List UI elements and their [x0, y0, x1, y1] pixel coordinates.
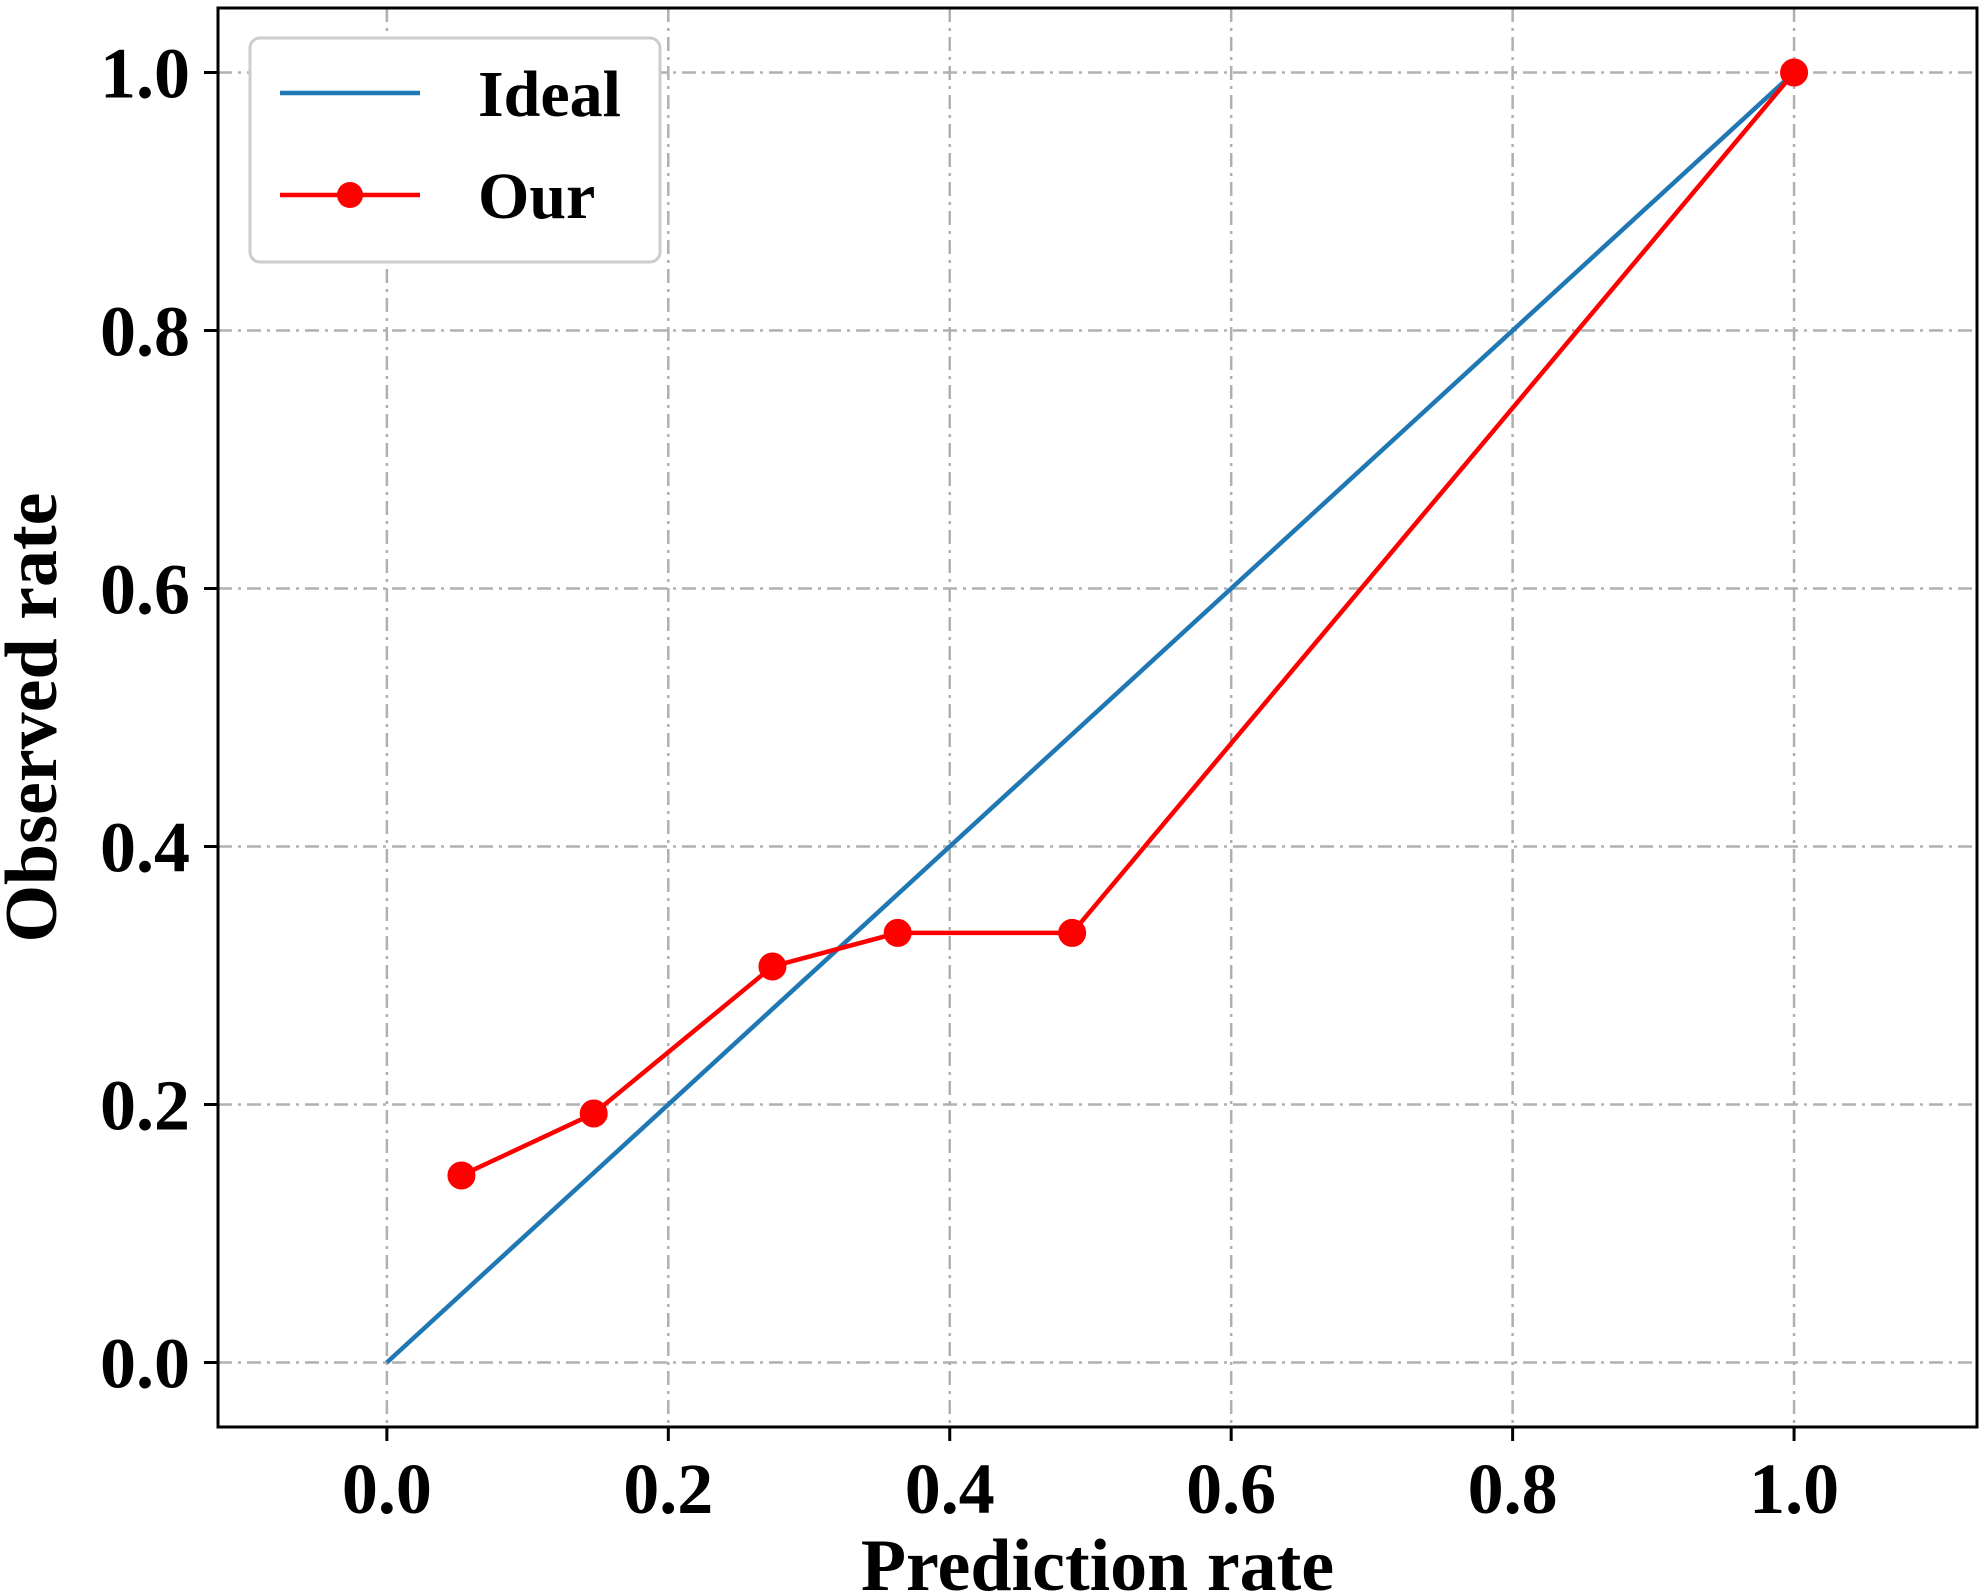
- legend-label-ideal: Ideal: [478, 58, 621, 131]
- data-point: [1058, 918, 1087, 947]
- x-tick-label: 1.0: [1749, 1449, 1839, 1529]
- x-tick-label: 0.2: [623, 1449, 713, 1529]
- plot-frame: [216, 6, 1979, 1429]
- x-axis-label: Prediction rate: [861, 1525, 1334, 1595]
- series-line-our: [460, 71, 1796, 1178]
- y-axis-label: Observed rate: [0, 492, 73, 942]
- series-line-ideal: [385, 70, 1796, 1365]
- data-point: [1780, 58, 1809, 87]
- y-tick-labels: 0.0 0.2 0.4 0.6 0.8 1.0: [100, 34, 190, 1404]
- data-point: [447, 1161, 476, 1190]
- y-tick-label: 0.2: [100, 1066, 190, 1146]
- legend-marker-our: [337, 182, 363, 208]
- y-tick-label: 0.6: [100, 550, 190, 630]
- legend-item-our: Our: [280, 160, 595, 233]
- y-tick-label: 1.0: [100, 34, 190, 114]
- y-tick-label: 0.0: [100, 1324, 190, 1404]
- legend: Ideal Our: [248, 36, 662, 264]
- x-tick-label: 0.0: [342, 1449, 432, 1529]
- legend-item-ideal: Ideal: [280, 58, 621, 131]
- x-tick-label: 0.4: [905, 1449, 995, 1529]
- data-point: [758, 952, 787, 981]
- y-tick-label: 0.4: [100, 808, 190, 888]
- legend-label-our: Our: [478, 160, 595, 233]
- data-point: [883, 918, 912, 947]
- data-point: [579, 1099, 608, 1128]
- series-our: [447, 58, 1809, 1190]
- x-tick-label: 0.8: [1468, 1449, 1558, 1529]
- x-tick-labels: 0.0 0.2 0.4 0.6 0.8 1.0: [342, 1449, 1839, 1529]
- axis-ticks: [204, 71, 1796, 1441]
- x-tick-label: 0.6: [1186, 1449, 1276, 1529]
- y-tick-label: 0.8: [100, 292, 190, 372]
- series-ideal: [385, 70, 1796, 1365]
- grid-lines: [218, 8, 1977, 1427]
